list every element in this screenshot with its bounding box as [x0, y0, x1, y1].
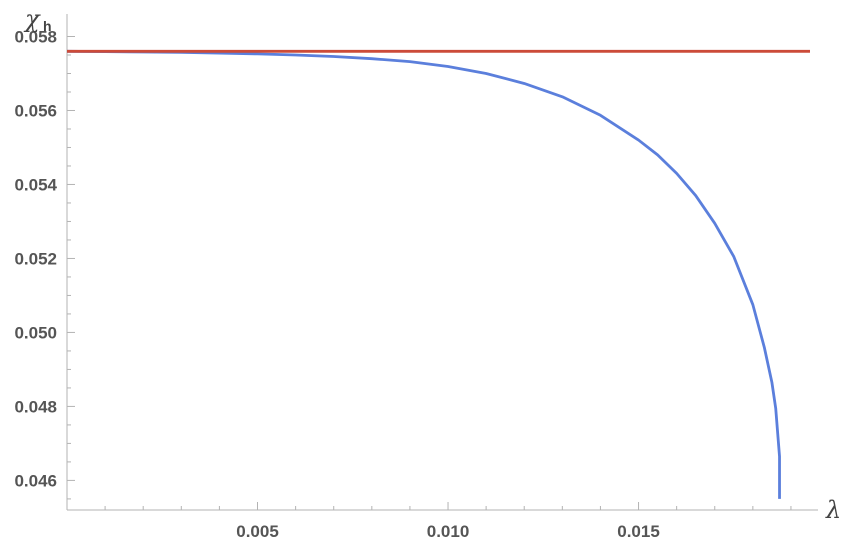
series-group — [66, 49, 810, 499]
y-tick-label: 0.054 — [14, 175, 57, 194]
ticks: 0.005 0.010 0.015 0.046 0.048 0.050 0.052 0.054… — [14, 27, 792, 541]
x-tick-label: 0.005 — [236, 522, 279, 541]
y-tick-label: 0.058 — [14, 27, 57, 46]
axes — [66, 14, 818, 511]
y-axis-label-subscript: h — [43, 18, 52, 34]
y-axis-label: χ — [23, 5, 41, 33]
x-axis-label: λ — [825, 496, 841, 524]
x-tick-label: 0.010 — [427, 522, 470, 541]
y-tick-label: 0.048 — [14, 397, 57, 416]
y-tick-label: 0.056 — [14, 101, 57, 120]
y-tick-label: 0.046 — [14, 471, 57, 490]
series-line-1 — [66, 49, 781, 499]
y-tick-label: 0.052 — [14, 249, 57, 268]
x-tick-label: 0.015 — [617, 522, 660, 541]
y-tick-label: 0.050 — [14, 323, 57, 342]
